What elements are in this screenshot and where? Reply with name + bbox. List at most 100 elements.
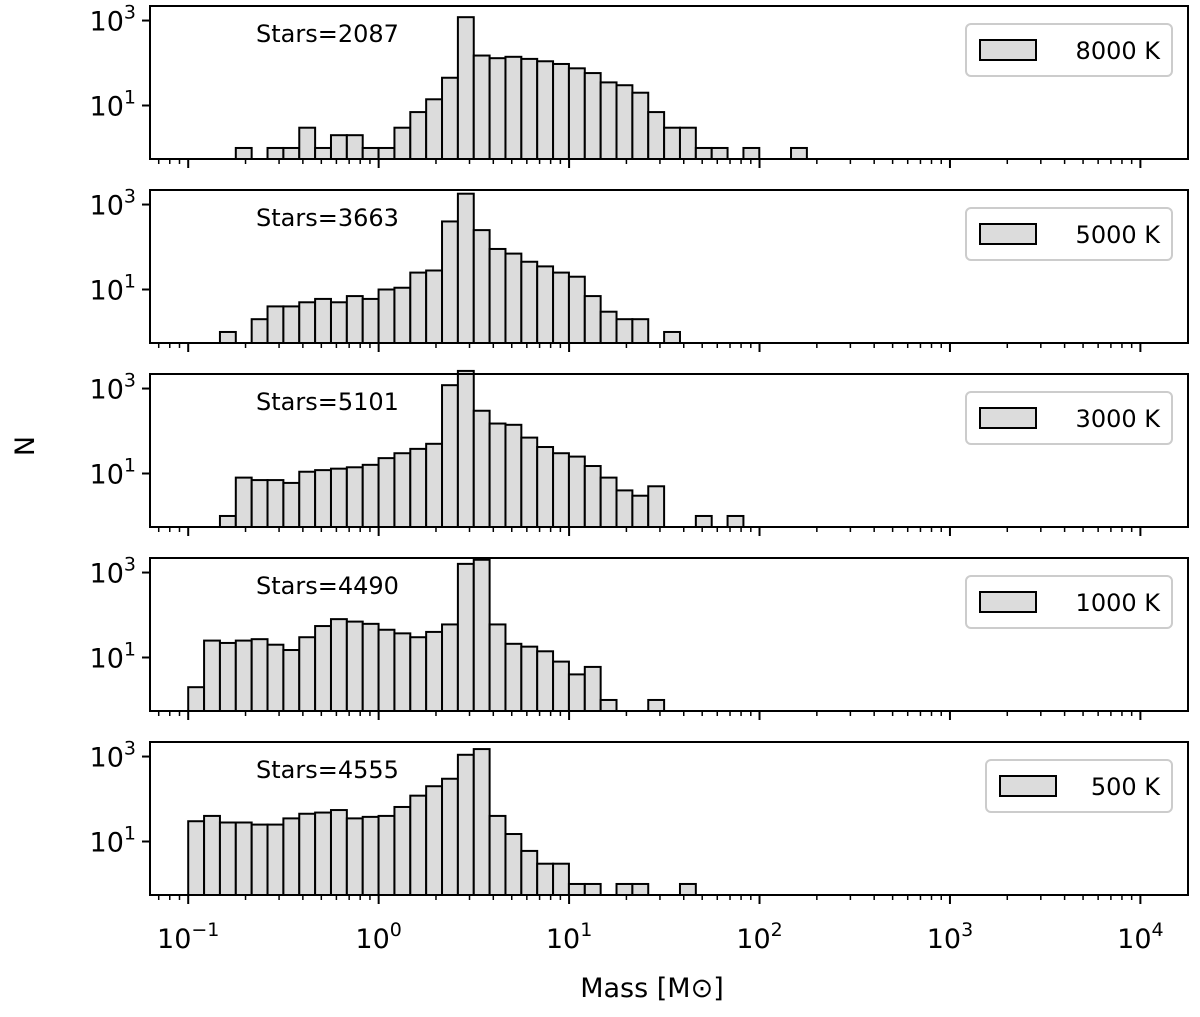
y-tick-label: 103: [90, 2, 136, 38]
bar: [520, 849, 539, 896]
legend-box: [965, 391, 1173, 445]
bar: [441, 777, 459, 896]
x-tick-label: 100: [355, 919, 401, 955]
panel-8000-k: 101 103 Stars=2087 8000 K: [90, 2, 1189, 168]
panel-500-k: 101 103 Stars=4555 500 K: [90, 738, 1189, 904]
legend-swatch: [999, 775, 1057, 797]
bar: [377, 457, 396, 529]
bar: [552, 660, 570, 712]
bar: [583, 465, 602, 528]
bar: [488, 623, 507, 712]
bar: [282, 146, 301, 161]
y-tick-label: 101: [90, 454, 136, 490]
bar: [726, 514, 745, 528]
y-tick-label: 103: [90, 554, 136, 590]
bar: [694, 146, 713, 161]
legend-swatch: [979, 591, 1037, 613]
y-axis-label: N: [10, 436, 41, 456]
bar: [187, 820, 206, 896]
bar: [314, 811, 332, 896]
bar: [599, 310, 618, 344]
bar: [456, 192, 475, 344]
bar: [345, 134, 364, 161]
legend-label: 8000 K: [1076, 37, 1162, 65]
bar: [567, 882, 586, 896]
x-tick-label: 104: [1117, 919, 1163, 955]
bar: [536, 650, 555, 712]
bar: [234, 476, 253, 528]
legend-box: [965, 23, 1173, 77]
bar: [441, 623, 459, 712]
bar: [472, 748, 491, 896]
legend-swatch: [979, 39, 1037, 61]
legend-label: 500 K: [1091, 773, 1161, 801]
legend-box: [965, 575, 1173, 629]
bar: [441, 76, 459, 160]
stars-annotation: Stars=4555: [256, 756, 399, 784]
bar: [329, 467, 348, 529]
bar: [694, 514, 713, 528]
bar: [266, 479, 285, 528]
bar-group: [234, 16, 808, 161]
bar: [441, 384, 459, 528]
bar: [742, 146, 761, 161]
bar: [504, 55, 523, 161]
bar: [663, 126, 681, 160]
bar: [345, 620, 364, 712]
y-tick-label: 101: [90, 638, 136, 674]
bar: [409, 111, 428, 160]
bar: [393, 805, 412, 896]
bar: [472, 54, 491, 160]
bar: [329, 618, 348, 713]
legend: 3000 K: [965, 391, 1173, 445]
y-tick-label: 101: [90, 86, 136, 122]
bar: [187, 686, 206, 713]
y-tick-label: 101: [90, 822, 136, 858]
bar: [314, 146, 332, 161]
bar: [615, 84, 634, 160]
legend-label: 3000 K: [1076, 405, 1162, 433]
bar: [552, 62, 570, 160]
y-tick-label: 103: [90, 370, 136, 406]
bar: [361, 463, 380, 528]
y-tick-label: 103: [90, 186, 136, 222]
bar: [631, 882, 650, 896]
bar: [504, 252, 523, 345]
bar: [488, 247, 507, 345]
bar: [409, 271, 428, 344]
bar: [298, 636, 317, 712]
bar: [266, 643, 285, 713]
bar-group: [187, 748, 697, 897]
bar: [456, 753, 475, 896]
bar: [472, 409, 491, 528]
axes-frame: [149, 189, 1189, 344]
bar: [599, 476, 618, 528]
legend-label: 1000 K: [1076, 589, 1162, 617]
bar: [329, 134, 348, 161]
bar: [504, 833, 523, 897]
bar: [536, 60, 555, 160]
bar: [298, 301, 317, 344]
bar: [250, 823, 269, 897]
bar: [599, 81, 618, 160]
stars-annotation: Stars=2087: [256, 20, 399, 48]
y-tick-label: 101: [90, 270, 136, 306]
bar: [583, 882, 602, 896]
legend-box: [965, 207, 1173, 261]
bar: [218, 514, 237, 528]
bar: [615, 489, 634, 528]
bar: [266, 305, 285, 344]
bar: [441, 220, 459, 344]
panel-1000-k: 101 103 Stars=4490 1000 K: [90, 554, 1189, 720]
bar: [250, 318, 269, 345]
bar: [583, 72, 602, 160]
bar: [234, 639, 253, 713]
stars-annotation: Stars=3663: [256, 204, 399, 232]
bar: [631, 318, 650, 345]
axes-frame: [149, 741, 1189, 896]
bar: [488, 57, 507, 160]
bar: [567, 275, 586, 344]
axes-frame: [149, 5, 1189, 160]
y-tick-label: 103: [90, 738, 136, 774]
bar: [425, 785, 444, 896]
